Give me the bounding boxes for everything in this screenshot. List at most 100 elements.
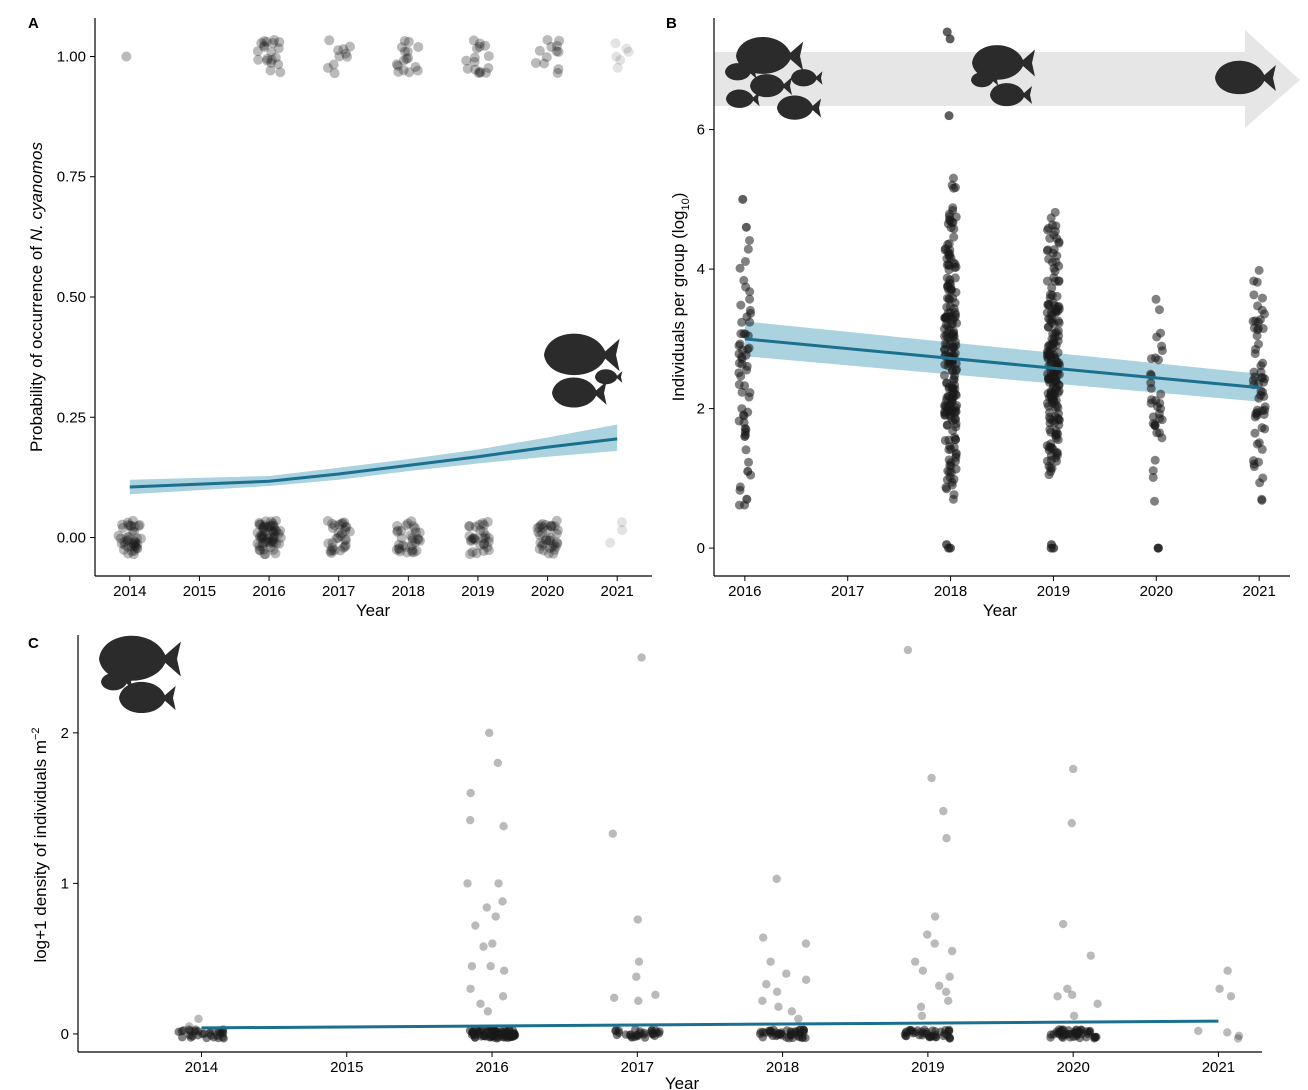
panel-a-point <box>617 524 628 535</box>
panel-a-point <box>533 526 544 537</box>
panel-c-x-tick-label: 2017 <box>621 1059 654 1076</box>
panel-c-point <box>1093 999 1102 1009</box>
panel-c-point <box>782 969 791 978</box>
panel-c-point <box>788 1033 797 1043</box>
panel-b-point <box>939 370 949 380</box>
panel-c-y-tick-label: 1 <box>61 875 69 892</box>
panel-a-point <box>535 520 546 531</box>
panel-a-point <box>469 56 480 67</box>
panel-b-point <box>949 330 959 340</box>
panel-a-point <box>121 532 132 543</box>
panel-c-point <box>945 1034 955 1043</box>
panel-a-point <box>473 68 484 79</box>
panel-c-point <box>772 987 782 996</box>
panel-b-silhouettes <box>725 36 1276 120</box>
panel-a-point <box>260 536 271 547</box>
panel-c-point <box>917 1011 927 1021</box>
panel-b-point <box>951 450 961 460</box>
panel-a-point <box>553 64 564 75</box>
panel-a-x-ticks: 2014 2015 2016 2017 2018 2019 2020 2021 <box>113 576 634 600</box>
panel-b-point <box>951 464 961 474</box>
panel-a-point <box>411 545 422 556</box>
panel-a-point <box>538 538 549 549</box>
panel-b-y-ticks: 0 2 4 6 <box>697 122 714 557</box>
panel-a-point <box>393 539 404 550</box>
panel-a-point <box>396 42 407 53</box>
panel-c-point <box>801 975 811 984</box>
panel-b-point <box>951 407 961 417</box>
panel-b-point <box>740 256 750 266</box>
panel-a-point <box>406 516 417 527</box>
panel-a-point <box>537 528 548 539</box>
panel-c-point <box>206 1031 216 1040</box>
panel-a-point <box>123 519 134 530</box>
panel-c-point <box>1234 1031 1244 1040</box>
panel-a-point <box>259 526 270 537</box>
panel-a-x-tick-label: 2019 <box>461 583 494 600</box>
panel-a-point <box>549 544 560 555</box>
panel-a-y-tick-label: 0.25 <box>57 409 86 426</box>
panel-b-x-tick-label: 2020 <box>1140 583 1173 600</box>
panel-c-point <box>945 972 954 981</box>
panel-a-point <box>266 520 277 531</box>
panel-a-point <box>539 58 550 69</box>
panel-a-point <box>544 543 555 554</box>
panel-c-point <box>634 957 644 966</box>
panel-b-point <box>1148 472 1158 482</box>
panel-a-x-tick-label: 2021 <box>601 583 634 600</box>
panel-b-point <box>1252 331 1262 341</box>
panel-a-point <box>412 65 423 76</box>
panel-a-point <box>256 531 267 542</box>
panel-a-y-ticks: 0.00 0.25 0.50 0.75 1.00 <box>57 48 95 547</box>
panel-a-y-tick-label: 1.00 <box>57 48 86 65</box>
panel-c-point <box>651 990 660 999</box>
panel-a-point <box>265 526 276 537</box>
panel-a-point <box>126 541 137 552</box>
panel-c-point <box>508 1032 517 1041</box>
panel-a-point <box>258 524 269 535</box>
panel-c-point <box>1059 919 1068 929</box>
panel-b-y-tick-label: 6 <box>697 122 705 139</box>
panel-c-point <box>184 1025 194 1034</box>
panel-a-point <box>334 519 345 530</box>
panel-c-point <box>931 1027 940 1036</box>
panel-c-x-tick-label: 2021 <box>1202 1059 1235 1076</box>
panel-a-point <box>616 517 627 528</box>
panel-a-point <box>127 525 138 536</box>
panel-c-point <box>1069 1011 1079 1021</box>
panel-a-point <box>392 520 403 531</box>
panel-b-point <box>735 263 745 273</box>
panel-b-point <box>744 392 754 402</box>
panel-a-point <box>269 531 280 542</box>
panel-c-point <box>499 966 509 975</box>
panel-a-point <box>258 538 269 549</box>
panel-a-point <box>398 540 409 551</box>
panel-a-point <box>340 525 351 536</box>
panel-c-label: C <box>28 635 39 652</box>
panel-a-point <box>466 534 477 545</box>
panel-b-point <box>1043 300 1053 310</box>
panel-c-ylabel-sup: −2 <box>30 727 42 740</box>
panel-a-point <box>268 544 279 555</box>
panel-b-point <box>1043 322 1053 332</box>
panel-a-point <box>478 539 489 550</box>
panel-a-point <box>483 63 494 74</box>
panel-b-point <box>1053 429 1063 439</box>
panel-b-point <box>1257 494 1267 504</box>
panel-c-point <box>1046 1030 1056 1039</box>
panel-a-point <box>551 537 562 548</box>
panel-b-point <box>948 293 958 303</box>
panel-b-point <box>739 411 749 421</box>
panel-c-point <box>776 1029 785 1039</box>
panel-b-point <box>1050 354 1060 364</box>
panel-a-point <box>268 537 279 548</box>
panel-a-point <box>470 521 481 532</box>
panel-a-point <box>123 548 134 559</box>
panel-b-point <box>947 385 957 395</box>
panel-b-x-tick-label: 2021 <box>1242 583 1275 600</box>
panel-a-y-tick-label: 0.75 <box>57 169 86 186</box>
panel-a-point <box>260 516 271 527</box>
panel-a-point <box>538 545 549 556</box>
panel-c-point <box>759 933 768 942</box>
